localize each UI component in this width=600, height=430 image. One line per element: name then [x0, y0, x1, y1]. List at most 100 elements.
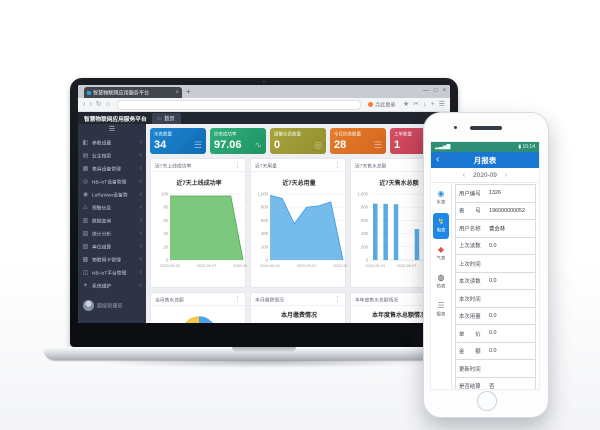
back-icon[interactable]: ‹	[83, 101, 86, 108]
rail-item-label: 气表	[436, 256, 446, 261]
tab-home[interactable]: ▭ 首页	[152, 113, 181, 124]
favorite-star-icon[interactable]: ★	[402, 101, 410, 108]
report-row-label: 更新时间	[459, 366, 481, 373]
menu-icon[interactable]: ☰	[438, 101, 445, 108]
stat-card-today-read-count[interactable]: 今日抄表数量 28 ☰	[330, 128, 386, 154]
home-icon[interactable]: ⌂	[105, 101, 110, 108]
svg-text:1,000: 1,000	[358, 192, 369, 197]
rail-item-gas-meter[interactable]: ◆ 气表	[433, 241, 449, 267]
rail-item-label: 报表	[436, 312, 446, 317]
svg-text:近7天上线成功率: 近7天上线成功率	[176, 179, 221, 187]
sidebar-item-lorawan-devices[interactable]: ◉LoRaWan设备管理 ‹	[78, 188, 146, 201]
sidebar-item-sim-cards[interactable]: ▩ 物联网卡管理 ‹	[78, 253, 146, 266]
back-chevron-icon[interactable]: ‹	[436, 154, 440, 165]
panel-menu-icon[interactable]: ⋮	[234, 296, 241, 303]
laptop-webcam-icon	[263, 81, 265, 83]
phone-nav-bar: ‹ 月报表	[431, 152, 539, 168]
electric-meter-icon: ↯	[437, 217, 445, 226]
report-row-label: 用户编号	[459, 191, 481, 198]
chevron-icon: ‹	[139, 269, 142, 276]
prev-month-icon[interactable]: ‹	[462, 171, 466, 179]
report-row-label: 表 号	[459, 209, 481, 215]
report-row: 上次读数 0.0	[455, 236, 536, 255]
minimize-button[interactable]: —	[422, 88, 429, 94]
maximize-button[interactable]: □	[433, 88, 438, 94]
nbiot-devices-icon: ◎	[82, 179, 89, 185]
svg-text:2020-09-24: 2020-09-24	[365, 264, 384, 268]
rail-item-label: 热表	[436, 284, 446, 289]
login-chip[interactable]: 点此登录	[367, 100, 399, 109]
chevron-icon: ‹	[139, 230, 142, 237]
sidebar-item-params[interactable]: ◧ 参数设置 ‹	[78, 136, 146, 149]
add-icon[interactable]: +	[430, 101, 435, 108]
stat-label: 工单数量	[394, 132, 413, 137]
sidebar-item-maintenance[interactable]: ✦ 系统维护 ‹	[78, 279, 146, 292]
next-month-icon[interactable]: ›	[504, 171, 508, 179]
rail-item-label: 电表	[436, 228, 446, 233]
svg-text:20: 20	[163, 244, 168, 249]
report-row-value: 0.0	[489, 348, 497, 354]
svg-text:2020-09-24: 2020-09-24	[260, 264, 279, 268]
laptop-base	[44, 347, 484, 360]
panel-menu-icon[interactable]: ⋮	[234, 162, 241, 169]
sidebar-item-data-query[interactable]: ▥ 数据查询 ‹	[78, 214, 146, 227]
svg-text:2020-09-27: 2020-09-27	[297, 264, 316, 268]
sidebar-item-statistics[interactable]: ▨ 统计分析 ‹	[78, 227, 146, 240]
stat-card-read-success-rate[interactable]: 抄表成功率 97.06 ∿	[210, 128, 266, 154]
reload-icon[interactable]: ↻	[95, 101, 102, 108]
browser-tab[interactable]: 智慧物联网应用服务平台 ×	[84, 87, 182, 98]
sidebar-toggle-icon[interactable]: ☰	[108, 126, 116, 133]
close-button[interactable]: ×	[442, 88, 446, 94]
address-bar[interactable]	[116, 99, 361, 110]
screenshot-scissors-icon[interactable]: ✂	[413, 101, 420, 108]
sidebar-user[interactable]: 超级管理员	[83, 300, 127, 311]
new-tab-button[interactable]: +	[186, 87, 191, 96]
sidebar-item-nbiot-platform[interactable]: ◫ NB-IoT平台管理 ‹	[78, 266, 146, 279]
sidebar-item-meter-devices[interactable]: ▦ 表具设备管理 ‹	[78, 162, 146, 175]
chevron-icon: ‹	[139, 204, 142, 211]
params-icon: ◧	[82, 140, 89, 146]
stat-card-alarm-count[interactable]: 报警信息数量 0 ◎	[270, 128, 326, 154]
panel-title: 本月缴费情况	[255, 297, 284, 303]
download-arrow-icon[interactable]: ↓	[423, 101, 427, 108]
report-row-value: 0.0	[489, 243, 497, 249]
sidebar-user-label: 超级管理员	[97, 304, 123, 310]
rail-item-electric-meter[interactable]: ↯ 电表	[433, 213, 449, 239]
report-row-value: 0.0	[489, 278, 497, 284]
phone-screen: ▂▃▅▇ ▮ 10:14 ‹ 月报表 ‹ 2020-09 › ◉ 水表 ↯ 电表 ◆ 气表…	[430, 141, 540, 390]
panel-menu-icon[interactable]: ⋮	[334, 162, 341, 169]
svg-text:200: 200	[361, 244, 369, 249]
rail-item-water-meter[interactable]: ◉ 水表	[433, 185, 449, 211]
chevron-icon: ‹	[139, 243, 142, 250]
report-icon: ☰	[437, 301, 445, 310]
maintenance-icon: ✦	[82, 283, 89, 289]
sidebar-item-owners[interactable]: ▤ 业主档案 ‹	[78, 149, 146, 162]
panel-menu-icon[interactable]: ⋮	[334, 296, 341, 303]
stat-card-meter-count[interactable]: 水表数量 34 ☰	[150, 128, 206, 154]
sidebar-item-label: 预警信息	[92, 206, 112, 212]
stat-value: 28	[334, 139, 347, 151]
panel-month-sales-donut: 当月售水总额 ⋮	[150, 292, 246, 323]
home-button[interactable]	[477, 391, 497, 411]
report-row-label: 本次时间	[459, 296, 481, 303]
gas-meter-icon: ◆	[437, 245, 445, 254]
forward-icon[interactable]: ›	[89, 101, 92, 108]
svg-text:2020-09-27: 2020-09-27	[197, 264, 216, 268]
sidebar-item-settlement[interactable]: ▧ 单位结算 ‹	[78, 240, 146, 253]
app-title: 智慧物联网应用服务平台	[84, 116, 147, 123]
report-row-value: 0.0	[489, 313, 497, 319]
sidebar-item-label: 表具设备管理	[92, 167, 121, 173]
sidebar-item-label: 单位结算	[92, 245, 112, 251]
rail-item-heat-meter[interactable]: ◍ 热表	[433, 269, 449, 295]
report-row: 用户编号 1326	[455, 184, 536, 203]
sidebar-item-nbiot-devices[interactable]: ◎ NB-IoT设备管理 ‹	[78, 175, 146, 188]
rail-item-report[interactable]: ☰ 报表	[433, 297, 449, 323]
report-row-label: 本次读数	[459, 279, 481, 285]
tab-close-icon[interactable]: ×	[175, 89, 179, 96]
panel-title: 近7天售水总额	[355, 163, 387, 169]
panel-header: 近7天用量 ⋮	[251, 159, 345, 172]
stat-value: 34	[154, 139, 167, 151]
panel-month-payment: 本月缴费情况 ⋮ 本月缴费情况120,000	[250, 292, 346, 323]
sidebar-item-alerts[interactable]: ⚠ 预警信息 ‹	[78, 201, 146, 214]
